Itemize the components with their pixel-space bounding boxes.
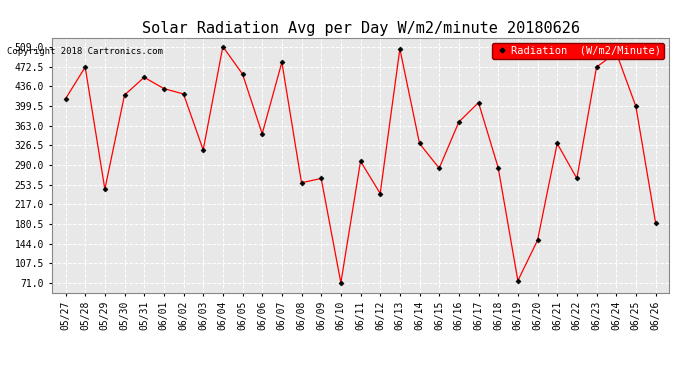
- Title: Solar Radiation Avg per Day W/m2/minute 20180626: Solar Radiation Avg per Day W/m2/minute …: [141, 21, 580, 36]
- Text: Copyright 2018 Cartronics.com: Copyright 2018 Cartronics.com: [7, 47, 163, 56]
- Legend: Radiation  (W/m2/Minute): Radiation (W/m2/Minute): [492, 43, 664, 59]
